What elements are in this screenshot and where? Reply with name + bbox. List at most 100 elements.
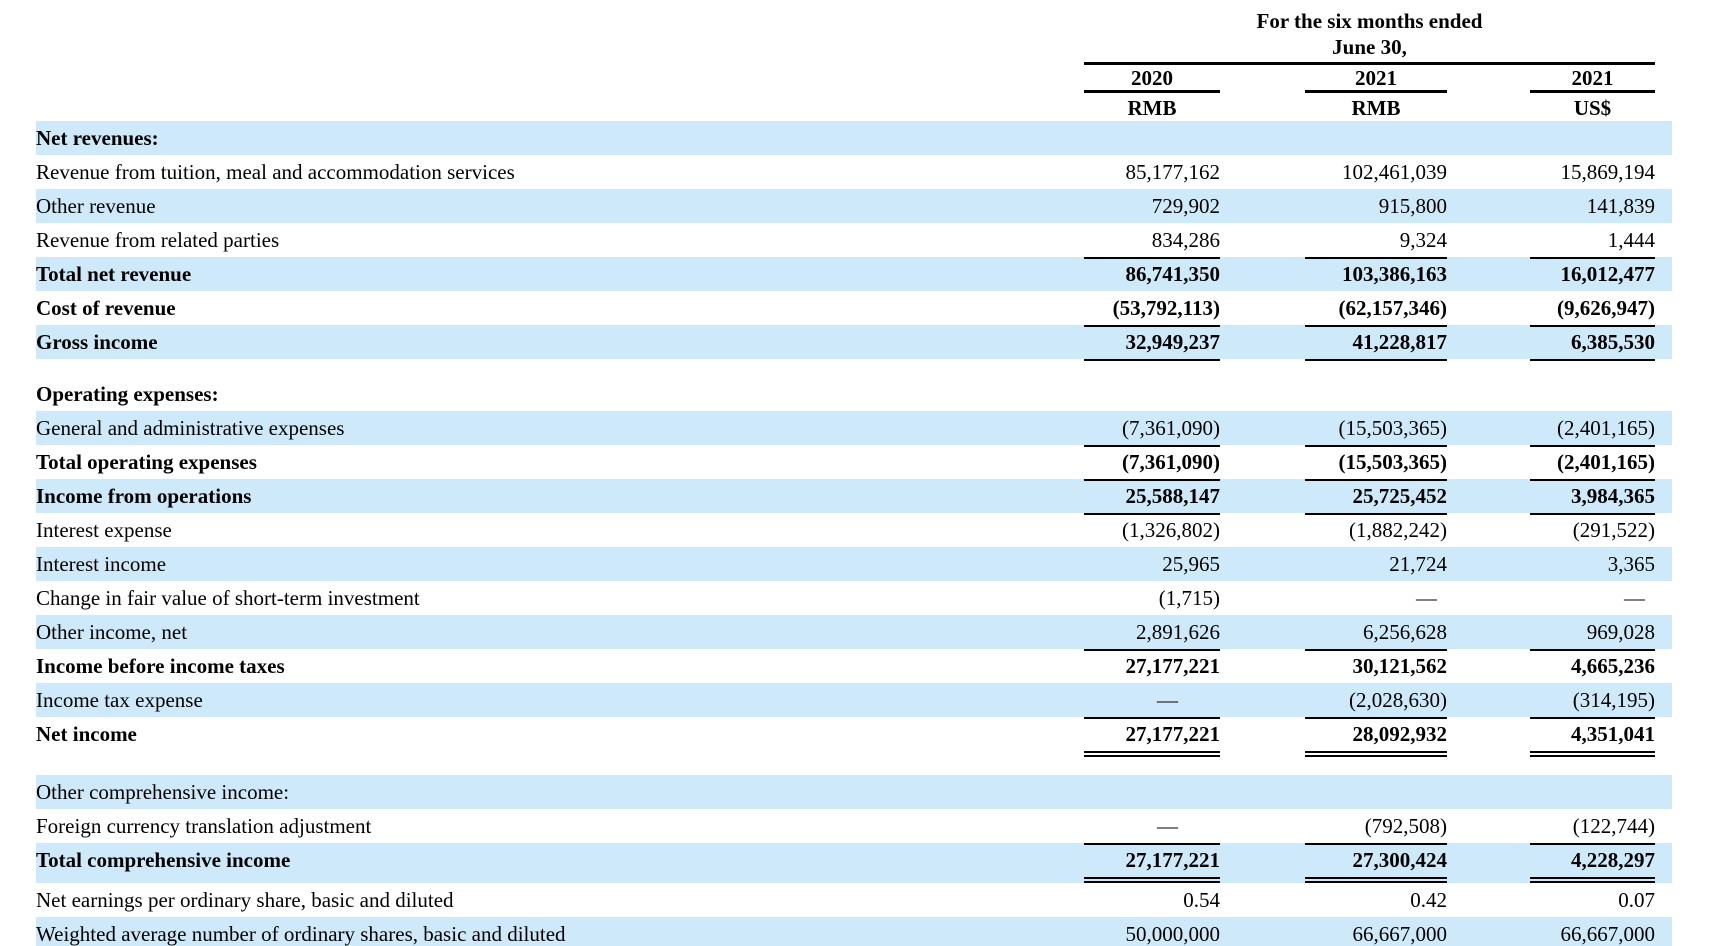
- currency-row-label-spacer: [36, 95, 1084, 121]
- value-cell: 1,444: [1530, 223, 1655, 259]
- column-gap: [1447, 513, 1530, 547]
- column-gap: [1220, 377, 1305, 411]
- value-cell: 2,891,626: [1084, 615, 1220, 651]
- value-cell: 25,588,147: [1084, 479, 1220, 515]
- value-cell: 729,902: [1151, 194, 1220, 218]
- spacer-row: [36, 359, 1672, 377]
- row-label: Foreign currency translation adjustment: [36, 814, 372, 838]
- value-cell: 25,725,452: [1305, 479, 1447, 515]
- table-row: Change in fair value of short-term inves…: [36, 581, 1672, 615]
- column-gap: [1447, 325, 1530, 361]
- table-row: Income tax expense — (2,028,630) (314,195): [36, 683, 1672, 719]
- column-gap: [1447, 291, 1530, 327]
- year-row-label-spacer: [36, 66, 1084, 95]
- value-cell: 66,667,000: [1352, 922, 1448, 946]
- value-cell: 28,092,932: [1305, 717, 1447, 757]
- column-gap: [1220, 775, 1305, 809]
- value-cell: 102,461,039: [1342, 160, 1447, 184]
- column-gap: [1220, 883, 1305, 917]
- table-row: Interest income 25,965 21,724 3,365: [36, 547, 1672, 581]
- year-gap-2: [1447, 66, 1530, 95]
- value-cell: 834,286: [1084, 223, 1220, 259]
- table-body: Net revenues: Revenue from tuition, meal …: [36, 121, 1672, 946]
- value-cell: —: [1084, 683, 1220, 719]
- year-right-spacer: [1655, 66, 1672, 95]
- table-row: Foreign currency translation adjustment —…: [36, 809, 1672, 845]
- value-cell: (2,401,165): [1530, 445, 1655, 481]
- value-cell: 86,741,350: [1125, 262, 1221, 286]
- value-cell: (792,508): [1305, 809, 1447, 845]
- row-right-pad: [1655, 683, 1672, 719]
- column-gap: [1447, 809, 1530, 845]
- value-cell: 915,800: [1378, 194, 1447, 218]
- column-gap: [1447, 121, 1530, 155]
- table-row: Net revenues:: [36, 121, 1672, 155]
- row-label: Income tax expense: [36, 688, 203, 712]
- column-gap: [1447, 257, 1530, 291]
- table-row: Total operating expenses (7,361,090) (15,5…: [36, 445, 1672, 481]
- value-cell: [1305, 377, 1447, 411]
- column-gap: [1220, 121, 1305, 155]
- value-cell: [1084, 377, 1220, 411]
- column-gap: [1220, 581, 1305, 615]
- column-gap: [1447, 883, 1530, 917]
- row-right-pad: [1655, 883, 1672, 917]
- period-spanner-line2: June 30,: [1332, 35, 1407, 59]
- row-right-pad: [1655, 411, 1672, 447]
- table-row: Other comprehensive income:: [36, 775, 1672, 809]
- table-row: Other revenue 729,902 915,800 141,839: [36, 189, 1672, 223]
- value-cell: 4,351,041: [1530, 717, 1655, 757]
- value-cell: 66,667,000: [1560, 922, 1656, 946]
- row-right-pad: [1655, 257, 1672, 291]
- column-gap: [1220, 917, 1305, 946]
- currency-gap-2: [1447, 95, 1530, 121]
- column-gap: [1220, 189, 1305, 223]
- value-cell: 32,949,237: [1084, 325, 1220, 361]
- col-currency-rmb-2: RMB: [1351, 96, 1401, 120]
- column-gap: [1220, 291, 1305, 327]
- row-right-pad: [1655, 649, 1672, 683]
- column-gap: [1220, 683, 1305, 719]
- col-currency-rmb-1: RMB: [1127, 96, 1177, 120]
- table-row: Interest expense (1,326,802) (1,882,242) (2…: [36, 513, 1672, 547]
- value-cell: [1530, 121, 1655, 155]
- currency-right-spacer: [1655, 95, 1672, 121]
- row-right-pad: [1655, 445, 1672, 481]
- column-gap: [1220, 615, 1305, 651]
- row-right-pad: [1655, 513, 1672, 547]
- column-gap: [1447, 223, 1530, 259]
- column-gap: [1220, 843, 1305, 883]
- value-cell: 3,984,365: [1530, 479, 1655, 515]
- column-gap: [1447, 479, 1530, 515]
- column-gap: [1220, 223, 1305, 259]
- table-header-currency-row: RMB RMB US$: [36, 95, 1672, 121]
- period-spanner-line1: For the six months ended: [1256, 9, 1483, 33]
- value-cell: (122,744): [1530, 809, 1655, 845]
- value-cell: 0.07: [1618, 888, 1655, 912]
- column-gap: [1220, 547, 1305, 581]
- value-cell: 6,256,628: [1305, 615, 1447, 651]
- header-right-spacer: [1655, 8, 1672, 65]
- value-cell: [1530, 377, 1655, 411]
- row-right-pad: [1655, 121, 1672, 155]
- value-cell: 15,869,194: [1560, 160, 1656, 184]
- column-gap: [1447, 649, 1530, 683]
- row-right-pad: [1655, 775, 1672, 809]
- table-row: Weighted average number of ordinary shar…: [36, 917, 1672, 946]
- value-cell: [1305, 775, 1447, 809]
- row-label: Gross income: [36, 330, 158, 354]
- value-cell: 27,177,221: [1084, 717, 1220, 757]
- row-right-pad: [1655, 547, 1672, 581]
- table-header-spanner-row: For the six months ended June 30,: [36, 8, 1672, 65]
- row-right-pad: [1655, 189, 1672, 223]
- value-cell: [1084, 121, 1220, 155]
- row-right-pad: [1655, 325, 1672, 361]
- value-cell: 6,385,530: [1530, 325, 1655, 361]
- value-cell: 0.54: [1183, 888, 1220, 912]
- col-year-2020: 2020: [1084, 66, 1220, 93]
- column-gap: [1447, 547, 1530, 581]
- column-gap: [1220, 479, 1305, 515]
- value-cell: —: [1416, 586, 1437, 610]
- value-cell: 3,365: [1607, 552, 1655, 576]
- column-gap: [1220, 649, 1305, 683]
